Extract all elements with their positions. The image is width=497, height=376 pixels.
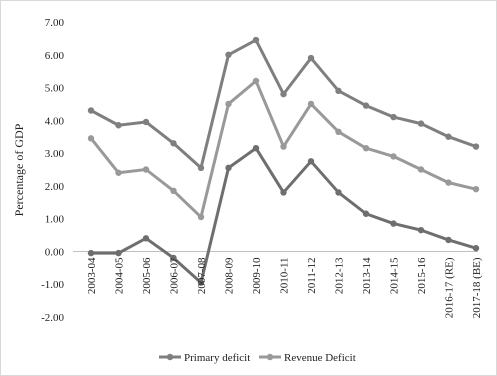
x-tick-label: 2004-05 xyxy=(114,257,126,294)
y-tick-label: 2.00 xyxy=(45,181,65,193)
y-tick-label: -2.00 xyxy=(41,312,64,324)
data-point xyxy=(252,77,260,85)
legend-label: Primary deficit xyxy=(184,352,250,364)
y-tick-label: 6.00 xyxy=(45,50,65,62)
x-axis-tick-labels: 2003-04 2004-05 2005-06 2006-07 2007-08 2008-… xyxy=(86,257,483,318)
x-tick-label: 2016-17 (RE) xyxy=(444,257,456,318)
x-tick-label: 2006-07 xyxy=(169,257,181,294)
data-point xyxy=(225,164,232,172)
data-point xyxy=(335,87,342,95)
x-tick-label: 2007-08 xyxy=(196,257,208,294)
x-tick-label: 2010-11 xyxy=(279,257,291,293)
data-point xyxy=(197,164,205,172)
y-tick-label: 4.00 xyxy=(45,115,65,127)
data-point xyxy=(472,143,480,150)
y-tick-label: -1.00 xyxy=(41,279,64,291)
x-tick-label: 2014-15 xyxy=(389,257,401,294)
data-point xyxy=(197,279,205,286)
data-point xyxy=(445,133,452,140)
data-point xyxy=(170,140,177,147)
data-point xyxy=(335,128,342,136)
data-point xyxy=(362,102,370,109)
y-tick-label: 7.00 xyxy=(45,17,65,29)
y-tick-label: 5.00 xyxy=(45,83,65,95)
data-point xyxy=(115,122,122,129)
data-point xyxy=(115,249,122,257)
data-point xyxy=(417,226,425,234)
legend-label: Revenue Deficit xyxy=(284,352,356,364)
x-tick-label: 2003-04 xyxy=(86,257,98,294)
data-point xyxy=(280,143,287,150)
x-tick-label: 2017-18 (BE) xyxy=(471,257,483,318)
data-point xyxy=(390,153,397,160)
data-point xyxy=(335,189,342,196)
data-point xyxy=(280,90,287,98)
data-point xyxy=(307,158,315,165)
data-point xyxy=(87,135,95,142)
data-point xyxy=(225,100,232,108)
x-tick-label: 2008-09 xyxy=(224,257,236,294)
data-point xyxy=(142,118,150,126)
data-point xyxy=(472,185,480,193)
legend-swatch-marker xyxy=(166,353,174,361)
legend-swatch-marker xyxy=(266,353,274,361)
y-axis-tick-labels: 7.00 6.00 5.00 4.00 3.00 2.00 1.00 0.00 -1.00 -2.… xyxy=(41,17,64,324)
data-point xyxy=(252,36,260,44)
data-point xyxy=(417,166,425,173)
y-tick-label: 0.00 xyxy=(45,246,65,258)
data-point xyxy=(142,235,150,242)
legend-item: Revenue Deficit xyxy=(259,352,356,364)
x-tick-label: 2015-16 xyxy=(416,257,428,294)
data-point xyxy=(362,144,370,152)
data-point xyxy=(307,54,315,62)
series-lines xyxy=(87,36,480,286)
x-tick-label: 2011-12 xyxy=(306,257,318,293)
y-tick-label: 3.00 xyxy=(45,148,65,160)
data-point xyxy=(390,220,397,227)
y-axis-title: Percentage of GDP xyxy=(12,123,26,216)
data-point xyxy=(252,144,260,152)
x-tick-label: 2005-06 xyxy=(141,257,153,294)
data-point xyxy=(280,189,287,196)
data-point xyxy=(307,100,315,108)
legend: Primary deficit Revenue Deficit xyxy=(159,352,356,364)
data-point xyxy=(225,51,232,58)
data-point xyxy=(170,187,177,195)
data-point xyxy=(362,210,370,217)
data-point xyxy=(115,169,122,176)
y-tick-label: 1.00 xyxy=(45,214,65,226)
data-point xyxy=(142,166,150,173)
data-point xyxy=(417,120,425,127)
legend-item: Primary deficit xyxy=(159,352,250,364)
x-tick-label: 2012-13 xyxy=(334,257,346,294)
x-tick-label: 2013-14 xyxy=(361,257,373,294)
data-point xyxy=(472,244,480,252)
data-point xyxy=(390,113,397,121)
data-point xyxy=(170,254,177,262)
x-tick-label: 2009-10 xyxy=(251,257,263,294)
data-point xyxy=(445,236,452,244)
data-point xyxy=(87,249,95,257)
data-point xyxy=(87,107,95,114)
data-point xyxy=(197,213,205,221)
data-point xyxy=(445,179,452,186)
